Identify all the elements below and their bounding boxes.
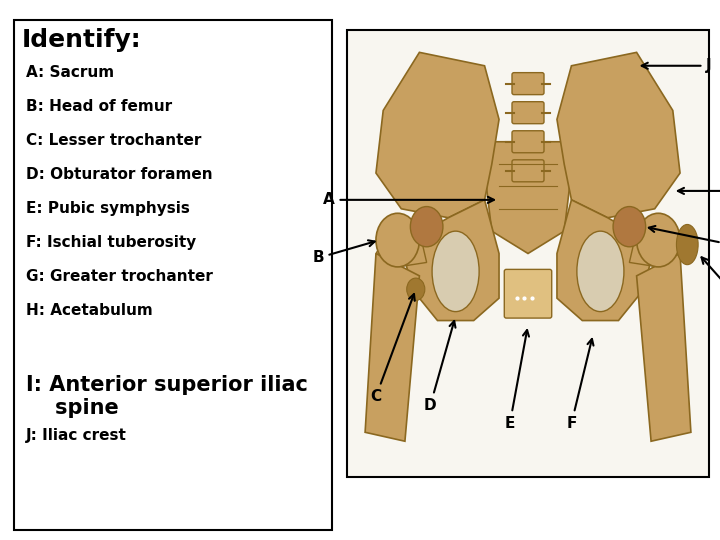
Text: F: Ischial tuberosity: F: Ischial tuberosity	[26, 235, 197, 250]
Ellipse shape	[613, 207, 646, 247]
Polygon shape	[557, 200, 654, 321]
Bar	[347, 30, 709, 477]
Text: D: Obturator foramen: D: Obturator foramen	[26, 167, 212, 182]
Ellipse shape	[407, 278, 425, 300]
FancyBboxPatch shape	[512, 73, 544, 94]
Text: E: E	[505, 330, 529, 431]
Ellipse shape	[432, 231, 479, 312]
Polygon shape	[481, 141, 575, 253]
Text: F: F	[566, 339, 593, 431]
Ellipse shape	[636, 213, 680, 267]
Polygon shape	[401, 200, 499, 321]
Text: G: G	[701, 258, 720, 306]
FancyBboxPatch shape	[504, 269, 552, 318]
Text: E: Pubic symphysis: E: Pubic symphysis	[26, 201, 190, 216]
Text: C: Lesser trochanter: C: Lesser trochanter	[26, 133, 202, 148]
Ellipse shape	[577, 231, 624, 312]
FancyBboxPatch shape	[512, 131, 544, 153]
Text: G: Greater trochanter: G: Greater trochanter	[26, 269, 213, 284]
Bar	[14, 20, 332, 530]
Text: H: Acetabulum: H: Acetabulum	[26, 303, 153, 318]
Ellipse shape	[410, 207, 443, 247]
Text: J: Iliac crest: J: Iliac crest	[26, 428, 127, 443]
Polygon shape	[636, 253, 691, 441]
Polygon shape	[365, 253, 419, 441]
Text: C: C	[370, 294, 415, 404]
Text: Identify:: Identify:	[22, 28, 142, 52]
Ellipse shape	[376, 213, 419, 267]
Polygon shape	[557, 52, 680, 218]
Ellipse shape	[676, 225, 698, 265]
Polygon shape	[629, 218, 680, 267]
Text: H: H	[649, 226, 720, 252]
Text: A: Sacrum: A: Sacrum	[26, 65, 114, 80]
FancyBboxPatch shape	[512, 160, 544, 182]
Text: I: Anterior superior iliac
    spine: I: Anterior superior iliac spine	[26, 375, 308, 418]
Text: J: J	[642, 58, 712, 73]
Polygon shape	[376, 52, 499, 218]
Text: I: I	[678, 184, 720, 198]
Text: B: B	[312, 240, 374, 266]
Text: B: Head of femur: B: Head of femur	[26, 99, 172, 114]
Polygon shape	[376, 218, 427, 267]
FancyBboxPatch shape	[512, 102, 544, 124]
Text: D: D	[424, 321, 456, 413]
Text: A: A	[323, 192, 494, 207]
